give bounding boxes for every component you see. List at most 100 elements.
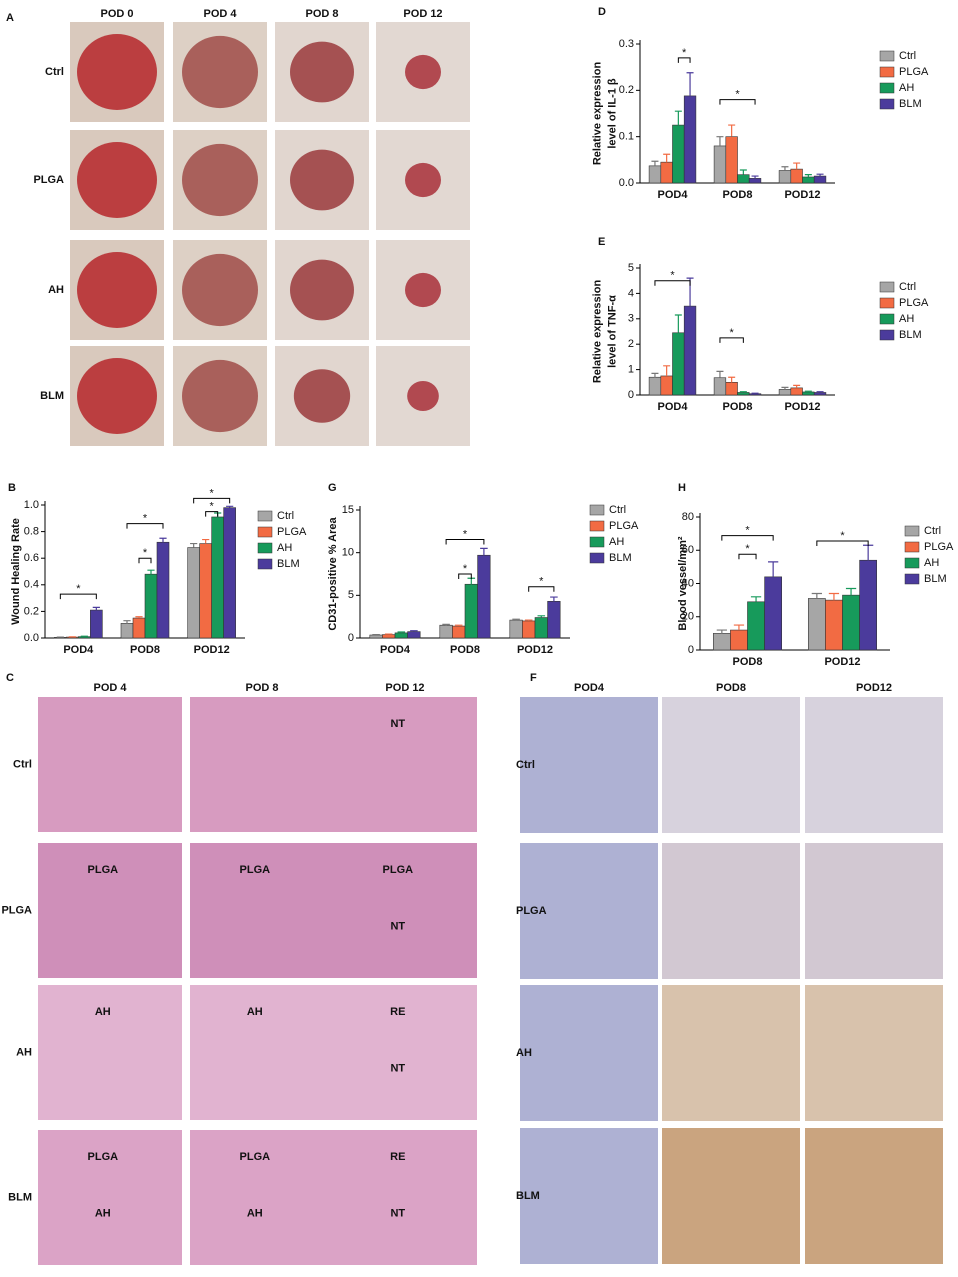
error-bar <box>739 169 747 175</box>
legend-label: AH <box>899 82 914 94</box>
bar <box>199 543 212 639</box>
row-label: BLM <box>516 1190 540 1202</box>
error-bar <box>147 569 155 575</box>
image <box>190 985 334 1120</box>
wound <box>77 34 157 110</box>
legend-swatch <box>257 526 273 538</box>
legend-label: PLGA <box>899 297 929 309</box>
column-header: POD 12 <box>403 8 442 20</box>
column-header: POD12 <box>856 682 892 694</box>
image <box>662 843 800 979</box>
image <box>805 1128 943 1264</box>
error-bar <box>202 538 210 544</box>
legend-swatch <box>589 504 605 516</box>
significance-bracket <box>205 511 219 517</box>
error-bar <box>781 166 789 171</box>
error-bar <box>467 577 476 585</box>
significance-star: * <box>745 543 750 555</box>
bar <box>369 634 383 639</box>
bar <box>211 516 224 639</box>
x-tick-label: POD4 <box>658 189 689 201</box>
region-label: NT <box>390 718 405 730</box>
region-label: AH <box>95 1006 111 1018</box>
x-tick-label: POD8 <box>450 644 480 656</box>
y-tick-label: 0.0 <box>24 632 39 644</box>
image <box>333 985 477 1120</box>
legend-label: AH <box>609 536 624 548</box>
significance-bracket <box>721 535 774 541</box>
column-header: POD4 <box>574 682 605 694</box>
y-tick-label: 1.0 <box>24 499 39 511</box>
error-bar <box>686 72 694 96</box>
y-axis-label: Blood vessel/mm² <box>677 536 689 630</box>
bar <box>144 573 158 639</box>
bar <box>725 381 738 396</box>
bar <box>464 583 478 639</box>
row-label: BLM <box>40 390 64 402</box>
bar <box>737 392 750 396</box>
bar <box>790 168 803 184</box>
error-bar <box>454 624 463 627</box>
error-bar <box>793 162 801 170</box>
y-tick-label: 0.8 <box>24 526 39 538</box>
significance-star: * <box>730 327 735 339</box>
significance-star: * <box>76 583 81 595</box>
bar <box>683 305 697 396</box>
significance-star: * <box>745 525 750 537</box>
error-bar <box>804 174 812 177</box>
image <box>190 1130 334 1265</box>
x-tick-label: POD12 <box>784 401 820 413</box>
legend-label: BLM <box>899 98 922 110</box>
bar <box>813 392 827 396</box>
bar <box>187 547 200 639</box>
legend-swatch <box>879 297 895 309</box>
row-label: Ctrl <box>45 66 64 78</box>
y-tick-label: 3 <box>628 313 634 325</box>
panel-letter: G <box>328 482 337 494</box>
wound <box>77 142 157 218</box>
error-bar <box>816 391 824 393</box>
significance-bracket <box>816 540 869 546</box>
y-tick-label: 0.2 <box>24 605 39 617</box>
legend-label: BLM <box>924 573 947 585</box>
y-tick-label: 2 <box>628 338 634 350</box>
y-axis-label: Relative expression <box>591 280 603 384</box>
y-tick-label: 0.2 <box>619 84 634 96</box>
region-label: PLGA <box>240 1151 271 1163</box>
region-label: AH <box>95 1208 111 1220</box>
image <box>38 697 182 832</box>
x-tick-label: POD8 <box>723 189 753 201</box>
panel-letter: C <box>6 672 14 684</box>
bar <box>648 376 662 396</box>
y-axis-label: level of IL-1 β <box>606 78 618 149</box>
error-bar <box>226 505 234 508</box>
panel-letter: D <box>598 6 606 18</box>
y-tick-label: 0.6 <box>24 552 39 564</box>
error-bar <box>716 370 724 378</box>
row-label: PLGA <box>1 904 32 916</box>
legend-swatch <box>879 281 895 293</box>
image <box>520 985 658 1121</box>
image <box>805 697 943 833</box>
legend-label: PLGA <box>609 520 639 532</box>
bar <box>859 559 877 651</box>
y-tick-label: 15 <box>342 504 354 516</box>
y-tick-label: 0 <box>628 389 634 401</box>
bar <box>778 170 792 184</box>
y-tick-label: 4 <box>628 287 634 299</box>
bar <box>747 601 765 651</box>
error-bar <box>845 587 857 596</box>
significance-star: * <box>840 530 845 542</box>
significance-bracket <box>138 557 152 564</box>
wound <box>290 41 354 103</box>
region-label: PLGA <box>88 1151 119 1163</box>
column-header: POD 8 <box>245 682 278 694</box>
significance-bracket <box>719 99 756 105</box>
bar <box>660 161 673 184</box>
bar <box>382 634 396 639</box>
error-bar <box>537 615 546 618</box>
significance-bracket <box>126 523 164 529</box>
error-bar <box>92 606 100 611</box>
y-tick-label: 40 <box>682 577 694 589</box>
panel-letter: A <box>6 12 14 24</box>
